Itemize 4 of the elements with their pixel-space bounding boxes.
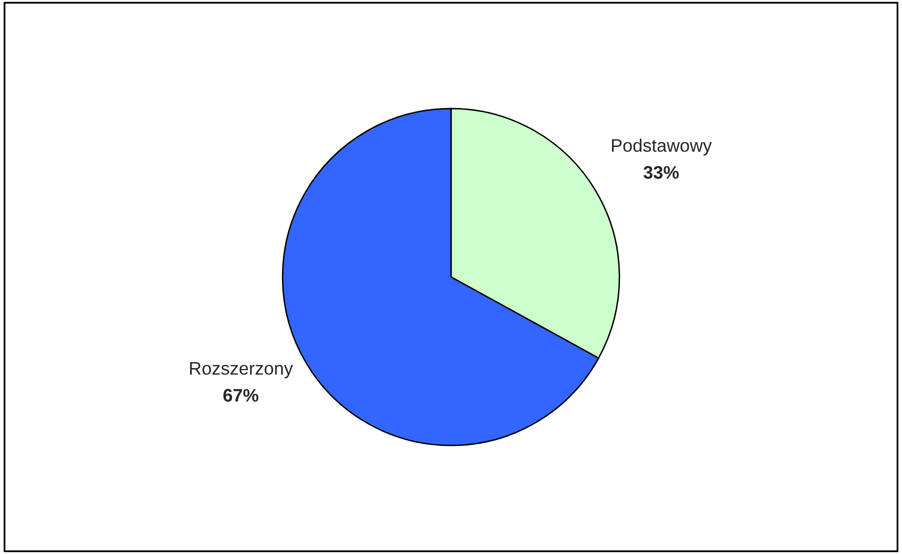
data-label: 33%	[644, 166, 679, 179]
slice-label: Podstawowy	[612, 138, 712, 156]
data-label: 67%	[223, 388, 258, 402]
slice-label: Rozszerzony	[190, 362, 293, 378]
